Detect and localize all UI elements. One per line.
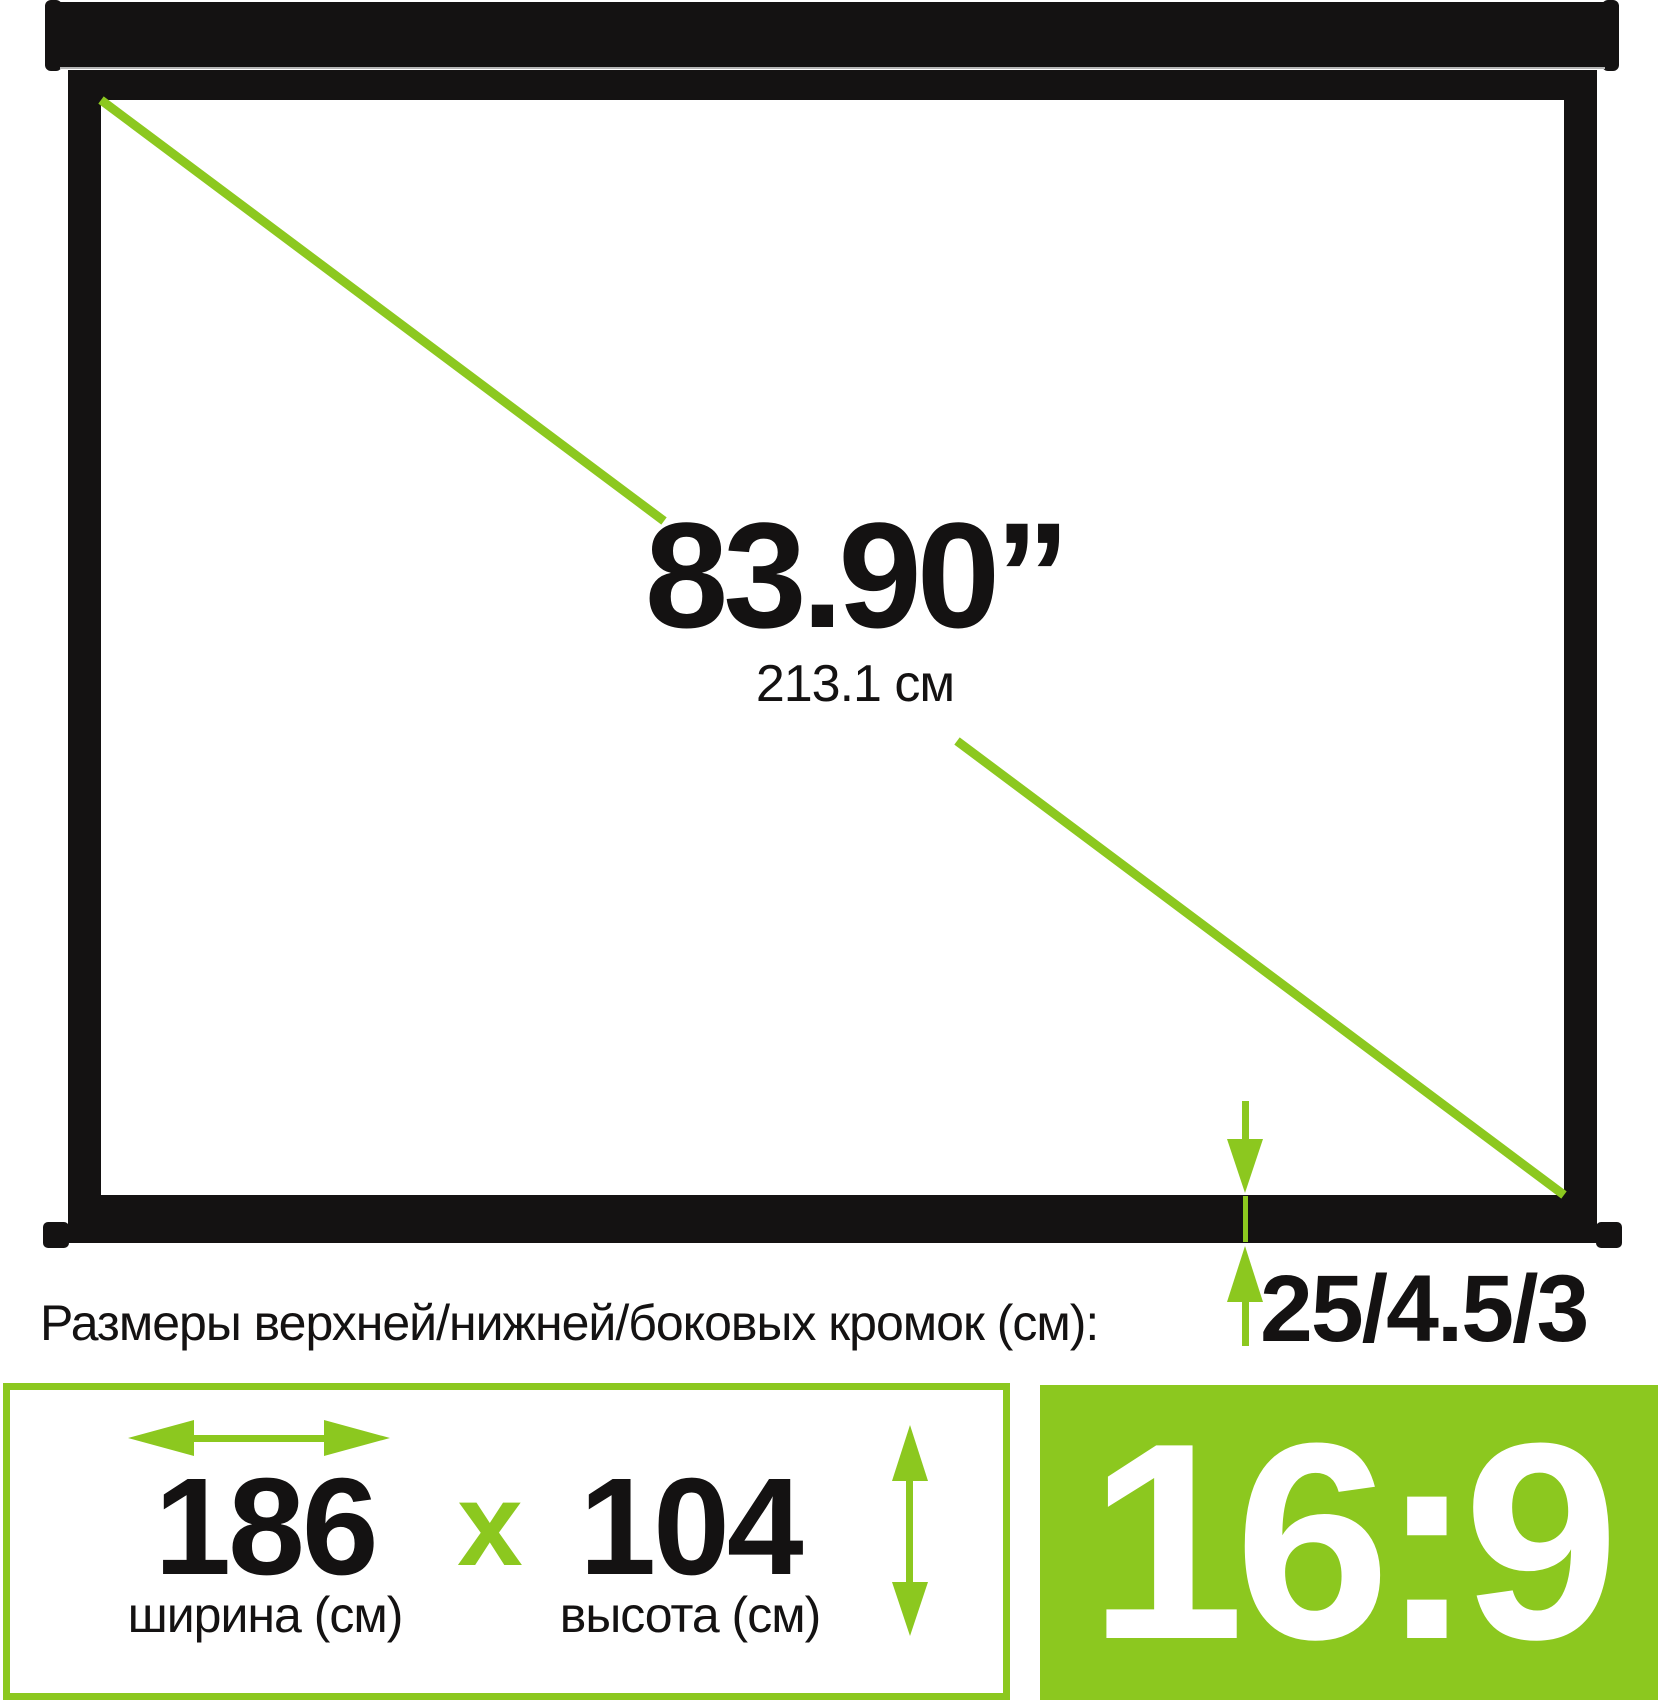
aspect-ratio-value: 16:9 — [1088, 1386, 1619, 1698]
casing-endcap-left-icon — [45, 0, 62, 71]
height-arrow-down-icon — [892, 1582, 928, 1636]
diagonal-size-cm: 213.1 см — [755, 655, 955, 713]
aspect-ratio-badge: 16:9 — [1040, 1385, 1658, 1700]
casing-shadow-line — [60, 67, 1605, 69]
edges-value: 25/4.5/3 — [1260, 1256, 1589, 1362]
casing-endcap-right-icon — [1602, 0, 1619, 71]
width-arrow-stem — [192, 1435, 326, 1442]
dimension-separator: x — [457, 1459, 523, 1591]
bottom-endcap-left-icon — [43, 1222, 69, 1248]
height-arrow-up-icon — [892, 1425, 928, 1481]
diagonal-size-inches: 83.90” — [644, 491, 1070, 659]
edge-arrow-down-icon — [1227, 1139, 1263, 1193]
height-label: высота (см) — [559, 1587, 821, 1643]
width-arrow-right-icon — [324, 1420, 390, 1456]
width-label: ширина (см) — [127, 1587, 404, 1643]
edge-arrow-up-stem — [1242, 1302, 1249, 1346]
edge-measure-tick-icon — [1243, 1196, 1248, 1242]
width-arrow-left-icon — [128, 1420, 194, 1456]
height-value: 104 — [579, 1450, 803, 1604]
width-value: 186 — [154, 1450, 378, 1604]
height-arrow-stem — [906, 1479, 913, 1585]
edge-arrow-up-icon — [1227, 1246, 1263, 1302]
edge-arrow-down-stem — [1242, 1101, 1249, 1139]
edges-caption: Размеры верхней/нижней/боковых кромок (с… — [40, 1295, 1099, 1351]
screen-casing-bar — [60, 2, 1605, 67]
bottom-endcap-right-icon — [1596, 1222, 1622, 1248]
